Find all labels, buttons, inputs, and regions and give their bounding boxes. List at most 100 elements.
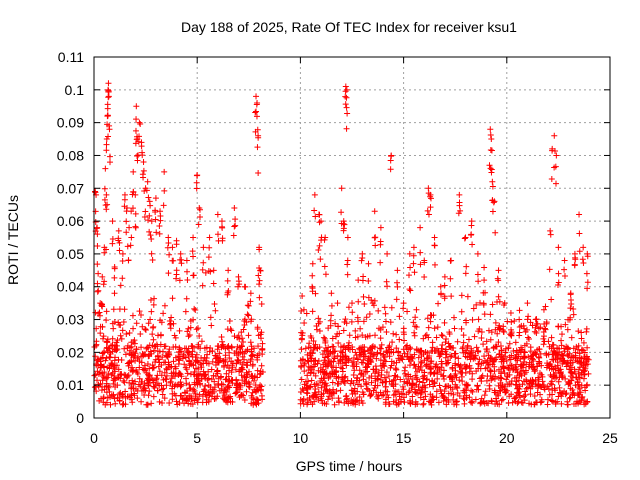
data-point: [103, 308, 110, 315]
data-point: [450, 391, 457, 398]
data-point: [119, 401, 126, 408]
data-point: [584, 344, 591, 351]
data-point: [134, 395, 141, 402]
data-point: [575, 328, 582, 335]
data-point: [466, 394, 473, 401]
data-point: [184, 328, 191, 335]
data-point: [414, 376, 421, 383]
data-point: [103, 339, 110, 346]
data-point: [445, 397, 452, 404]
data-point: [552, 375, 559, 382]
data-point: [199, 266, 206, 273]
data-point: [460, 332, 467, 339]
data-point: [456, 202, 463, 209]
data-point: [249, 372, 256, 379]
data-point: [193, 326, 200, 333]
data-point: [106, 153, 113, 160]
data-point: [208, 322, 215, 329]
data-point: [116, 247, 123, 254]
data-point: [334, 352, 341, 359]
data-point: [143, 187, 150, 194]
data-point: [527, 391, 534, 398]
data-point: [374, 350, 381, 357]
data-point: [551, 349, 558, 356]
data-point: [147, 296, 154, 303]
data-point: [581, 384, 588, 391]
data-point: [311, 191, 318, 198]
data-point: [461, 235, 468, 242]
data-point: [457, 207, 464, 214]
data-point: [198, 375, 205, 382]
data-point: [243, 380, 250, 387]
data-point: [142, 208, 149, 215]
data-point: [103, 355, 110, 362]
data-point: [445, 357, 452, 364]
data-point: [103, 206, 110, 213]
data-point: [560, 358, 567, 365]
data-point: [184, 268, 191, 275]
data-point: [297, 396, 304, 403]
data-point: [516, 323, 523, 330]
data-point: [342, 88, 349, 95]
data-point: [307, 369, 314, 376]
data-point: [357, 325, 364, 332]
data-point: [165, 234, 172, 241]
data-point: [445, 390, 452, 397]
data-point: [541, 325, 548, 332]
data-point: [480, 300, 487, 307]
data-point: [380, 351, 387, 358]
data-point: [439, 332, 446, 339]
data-point: [195, 366, 202, 373]
data-point: [123, 331, 130, 338]
data-point: [431, 261, 438, 268]
data-point: [570, 306, 577, 313]
data-point: [156, 382, 163, 389]
data-point: [191, 387, 198, 394]
data-point: [427, 365, 434, 372]
data-point: [412, 372, 419, 379]
data-point: [394, 283, 401, 290]
data-point: [308, 358, 315, 365]
data-point: [172, 354, 179, 361]
y-tick-label: 0.05: [57, 246, 84, 262]
data-point: [467, 356, 474, 363]
data-point: [133, 346, 140, 353]
data-point: [95, 287, 102, 294]
data-point: [558, 400, 565, 407]
data-point: [147, 232, 154, 239]
data-point: [425, 324, 432, 331]
data-point: [106, 126, 113, 133]
data-point: [495, 339, 502, 346]
data-point: [583, 328, 590, 335]
data-point: [145, 320, 152, 327]
data-point: [581, 371, 588, 378]
data-point: [531, 393, 538, 400]
data-point: [97, 358, 104, 365]
data-point: [224, 385, 231, 392]
data-point: [480, 341, 487, 348]
data-point: [207, 314, 214, 321]
data-point: [397, 376, 404, 383]
data-point: [514, 389, 521, 396]
data-point: [235, 357, 242, 364]
x-tick-label: 25: [602, 430, 618, 446]
data-point: [508, 329, 515, 336]
data-point: [352, 327, 359, 334]
data-point: [342, 352, 349, 359]
data-point: [302, 378, 309, 385]
data-point: [130, 349, 137, 356]
data-point: [103, 136, 110, 143]
data-point: [100, 281, 107, 288]
data-point: [100, 394, 107, 401]
data-point: [325, 351, 332, 358]
data-point: [463, 394, 470, 401]
data-point: [112, 383, 119, 390]
data-point: [129, 364, 136, 371]
data-point: [245, 332, 252, 339]
data-point: [418, 347, 425, 354]
data-point: [146, 228, 153, 235]
data-point: [348, 387, 355, 394]
data-point: [553, 152, 560, 159]
data-point: [256, 277, 263, 284]
data-point: [257, 370, 264, 377]
